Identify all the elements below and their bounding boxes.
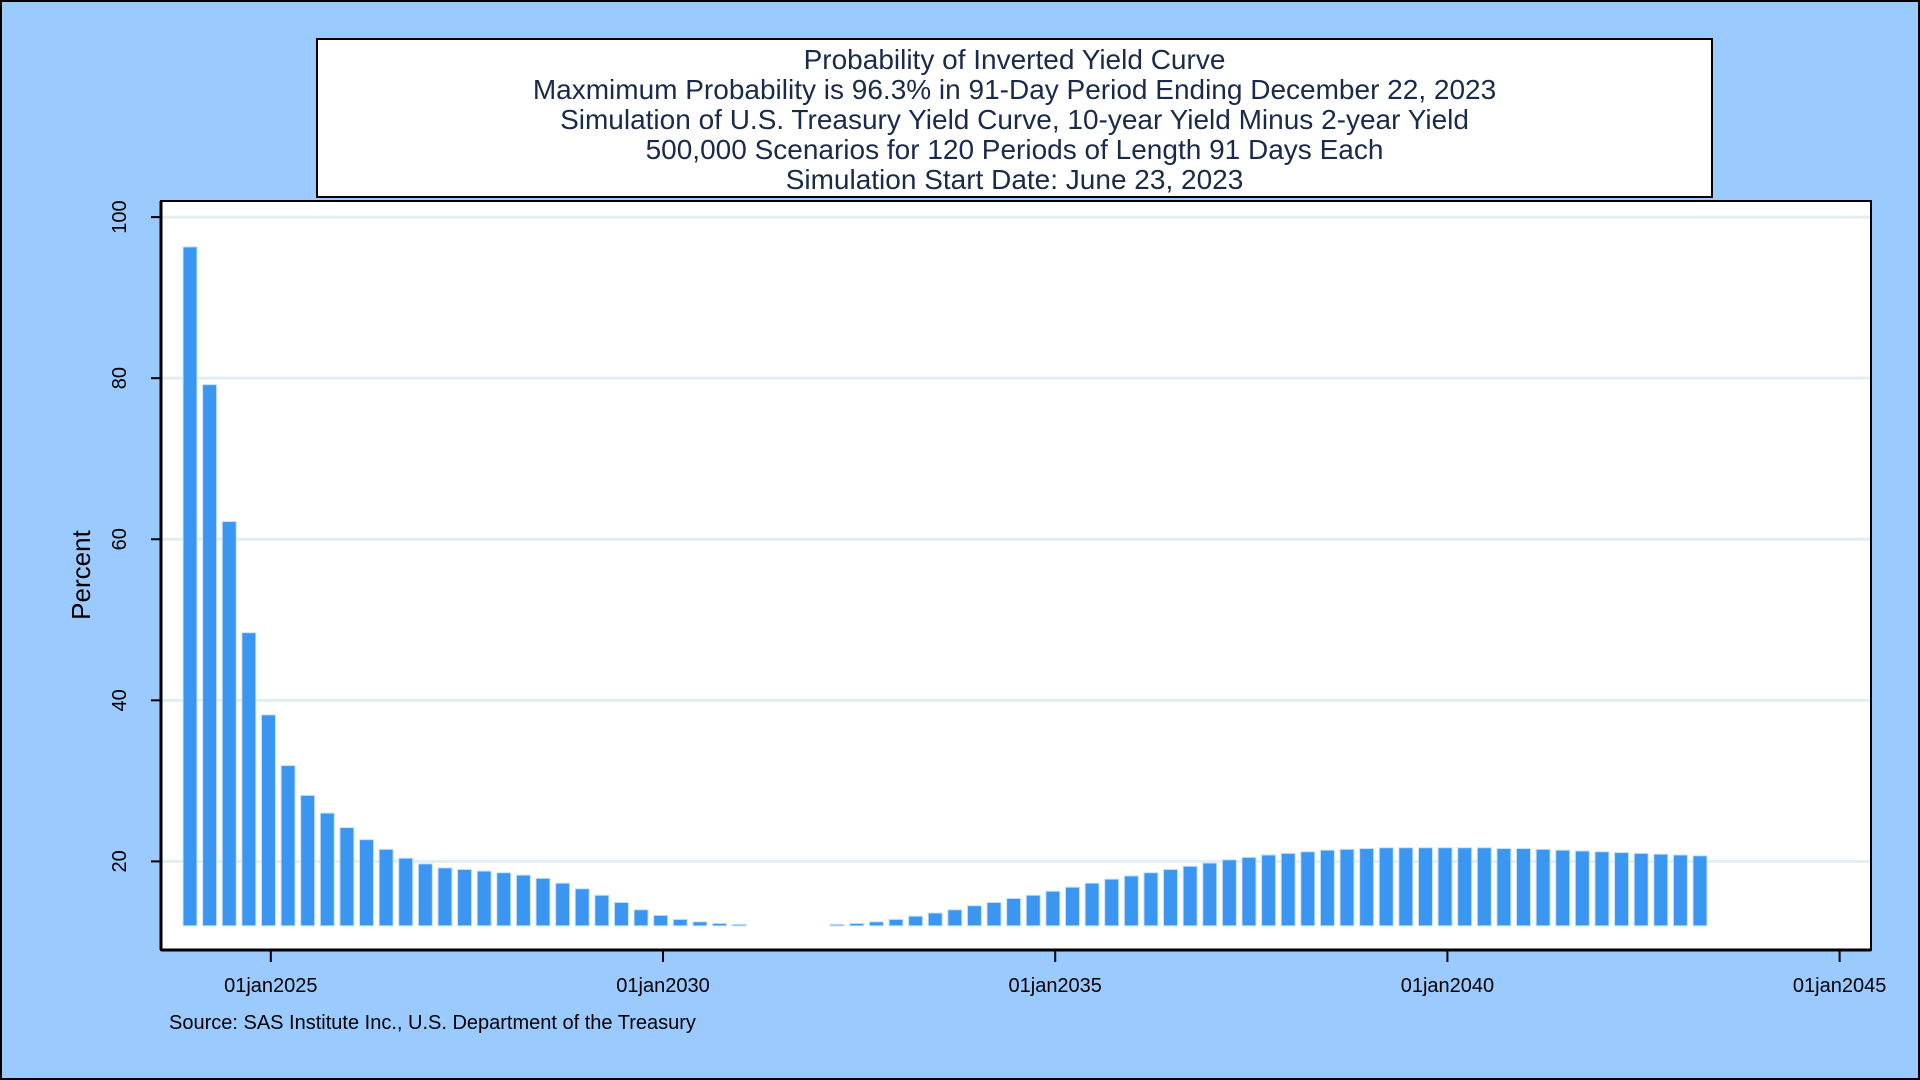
bar-62 bbox=[1476, 847, 1492, 927]
bar-38 bbox=[1006, 897, 1022, 927]
bar-68 bbox=[1594, 851, 1610, 927]
bar-31 bbox=[868, 921, 884, 927]
y-tick-label-60: 60 bbox=[109, 528, 131, 550]
bar-30 bbox=[849, 922, 865, 927]
bar-48 bbox=[1202, 862, 1218, 927]
bar-18 bbox=[535, 877, 551, 927]
y-axis-label: Percent bbox=[66, 529, 96, 619]
bar-37 bbox=[986, 901, 1002, 927]
bar-72 bbox=[1672, 854, 1688, 927]
bar-55 bbox=[1339, 848, 1355, 927]
bar-56 bbox=[1359, 848, 1375, 927]
bars bbox=[182, 246, 1708, 927]
y-tick-label-20: 20 bbox=[109, 850, 131, 872]
bar-49 bbox=[1221, 859, 1237, 927]
y-axis: 20 40 60 80 100 bbox=[109, 200, 163, 950]
bar-21 bbox=[594, 894, 610, 927]
bar-53 bbox=[1300, 851, 1316, 927]
y-tick-label-80: 80 bbox=[109, 367, 131, 389]
source-note: Source: SAS Institute Inc., U.S. Departm… bbox=[169, 1012, 696, 1034]
bar-63 bbox=[1496, 848, 1512, 927]
bar-24 bbox=[653, 914, 669, 927]
y-tick-label-100: 100 bbox=[109, 200, 131, 233]
bar-29 bbox=[829, 923, 845, 927]
bar-4 bbox=[260, 714, 276, 927]
chart-subtitle-4: Simulation Start Date: June 23, 2023 bbox=[785, 164, 1244, 195]
x-tick-label-2: 01jan2035 bbox=[1009, 975, 1102, 997]
bar-25 bbox=[672, 918, 688, 927]
bar-34 bbox=[927, 912, 943, 927]
bar-32 bbox=[888, 918, 904, 927]
x-tick-label-0: 01jan2025 bbox=[224, 975, 317, 997]
bar-66 bbox=[1555, 849, 1571, 927]
bar-10 bbox=[378, 848, 394, 927]
bar-6 bbox=[300, 794, 316, 927]
bar-52 bbox=[1280, 852, 1296, 927]
bar-41 bbox=[1064, 886, 1080, 927]
bar-69 bbox=[1614, 852, 1630, 927]
plot-area bbox=[160, 200, 1872, 951]
bar-15 bbox=[476, 870, 492, 927]
bar-51 bbox=[1261, 854, 1277, 927]
x-tick-label-3: 01jan2040 bbox=[1401, 975, 1494, 997]
x-tick-label-1: 01jan2030 bbox=[616, 975, 709, 997]
bar-45 bbox=[1143, 872, 1159, 927]
bar-64 bbox=[1516, 848, 1532, 927]
bar-42 bbox=[1084, 882, 1100, 927]
bar-58 bbox=[1398, 847, 1414, 927]
bar-44 bbox=[1123, 875, 1139, 927]
bar-1 bbox=[202, 384, 218, 927]
bar-59 bbox=[1417, 847, 1433, 927]
bar-36 bbox=[966, 905, 982, 927]
bar-50 bbox=[1241, 856, 1257, 927]
bar-0 bbox=[182, 246, 198, 927]
bar-71 bbox=[1653, 853, 1669, 927]
chart-subtitle-3: 500,000 Scenarios for 120 Periods of Len… bbox=[645, 134, 1384, 165]
bar-8 bbox=[339, 827, 355, 927]
bar-65 bbox=[1535, 848, 1551, 927]
bar-27 bbox=[711, 922, 727, 927]
bar-22 bbox=[613, 901, 629, 927]
grid-lines bbox=[162, 215, 1870, 863]
bar-17 bbox=[515, 874, 531, 927]
bar-61 bbox=[1457, 847, 1473, 927]
bar-73 bbox=[1692, 855, 1708, 927]
x-axis: 01jan2025 01jan2030 01jan2035 01jan2040 01ja… bbox=[161, 948, 1886, 997]
chart-title: Probability of Inverted Yield Curve bbox=[803, 44, 1226, 75]
bar-11 bbox=[398, 857, 414, 927]
bar-7 bbox=[319, 812, 335, 927]
bar-46 bbox=[1163, 868, 1179, 927]
bar-47 bbox=[1182, 865, 1198, 927]
x-tick-label-4: 01jan2045 bbox=[1793, 975, 1886, 997]
y-tick-label-40: 40 bbox=[109, 689, 131, 711]
bar-35 bbox=[947, 909, 963, 927]
bar-70 bbox=[1633, 852, 1649, 927]
chart-subtitle-2: Simulation of U.S. Treasury Yield Curve,… bbox=[560, 104, 1469, 135]
bar-26 bbox=[692, 921, 708, 927]
bar-28 bbox=[731, 923, 747, 927]
bar-20 bbox=[574, 888, 590, 927]
bar-16 bbox=[496, 872, 512, 927]
bar-40 bbox=[1045, 890, 1061, 927]
bar-57 bbox=[1378, 847, 1394, 927]
bar-23 bbox=[633, 909, 649, 927]
bar-13 bbox=[437, 867, 453, 927]
bar-43 bbox=[1104, 878, 1120, 927]
bar-12 bbox=[417, 863, 433, 927]
bar-60 bbox=[1437, 847, 1453, 927]
bar-2 bbox=[221, 521, 237, 927]
bar-14 bbox=[457, 868, 473, 927]
title-box: Probability of Inverted Yield Curve Maxm… bbox=[316, 38, 1713, 198]
bar-9 bbox=[359, 839, 375, 927]
bar-39 bbox=[1025, 894, 1041, 927]
bar-19 bbox=[555, 882, 571, 927]
bar-3 bbox=[241, 632, 257, 927]
chart-subtitle-1: Maxmimum Probability is 96.3% in 91-Day … bbox=[532, 74, 1497, 105]
bar-67 bbox=[1574, 850, 1590, 927]
bar-33 bbox=[908, 915, 924, 927]
bar-5 bbox=[280, 765, 296, 927]
bar-54 bbox=[1319, 849, 1335, 927]
